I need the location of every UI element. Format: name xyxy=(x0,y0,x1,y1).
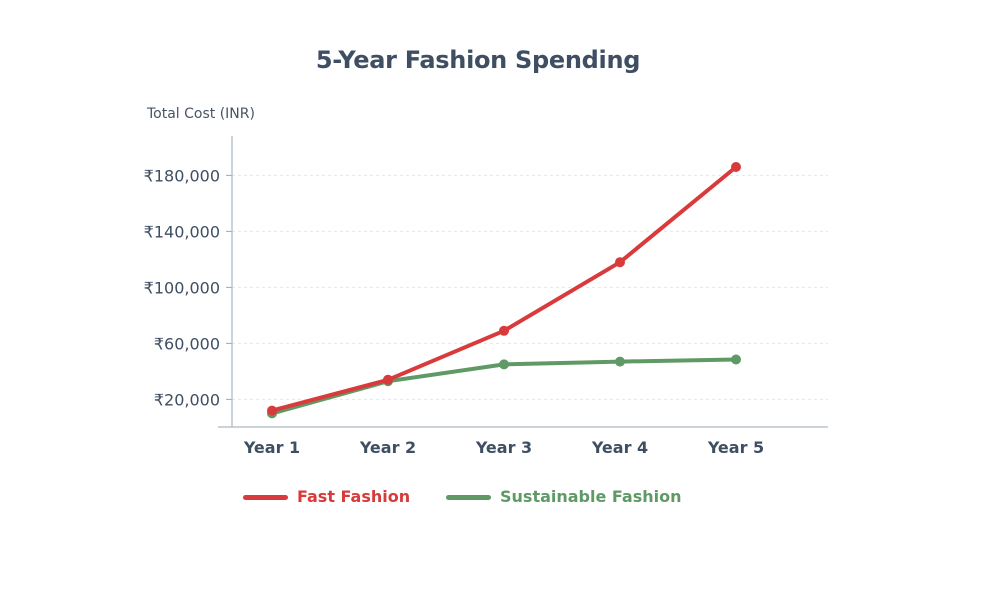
x-tick-label: Year 1 xyxy=(243,438,300,457)
data-point-fast-fashion xyxy=(615,257,625,268)
legend-item-fast-fashion: Fast Fashion xyxy=(243,486,410,508)
data-point-fast-fashion xyxy=(267,405,277,416)
legend-label-fast-fashion: Fast Fashion xyxy=(297,487,411,506)
y-tick-label: ₹100,000 xyxy=(144,278,220,297)
y-tick-label: ₹60,000 xyxy=(154,334,220,353)
y-tick-label: ₹20,000 xyxy=(154,390,220,409)
data-point-fast-fashion xyxy=(383,374,393,385)
legend-label-sustainable-fashion: Sustainable Fashion xyxy=(500,487,682,506)
x-tick-label: Year 5 xyxy=(707,438,764,457)
y-tick-label: ₹140,000 xyxy=(144,222,220,241)
x-tick-label: Year 3 xyxy=(475,438,532,457)
data-point-fast-fashion xyxy=(499,325,509,336)
x-tick-label: Year 4 xyxy=(591,438,648,457)
data-point-sustainable-fashion xyxy=(731,354,741,365)
legend-swatch-fast-fashion xyxy=(243,494,288,500)
data-point-sustainable-fashion xyxy=(499,359,509,370)
legend-swatch-sustainable-fashion xyxy=(446,494,491,500)
series-line-fast-fashion xyxy=(270,165,738,413)
y-tick-label: ₹180,000 xyxy=(144,166,220,185)
data-point-fast-fashion xyxy=(731,162,741,172)
y-axis-label: Total Cost (INR) xyxy=(147,106,255,122)
x-tick-label: Year 2 xyxy=(359,438,416,457)
data-point-sustainable-fashion xyxy=(615,356,625,367)
chart-title: 5-Year Fashion Spending xyxy=(315,46,641,74)
legend-item-sustainable-fashion: Sustainable Fashion xyxy=(446,486,681,508)
